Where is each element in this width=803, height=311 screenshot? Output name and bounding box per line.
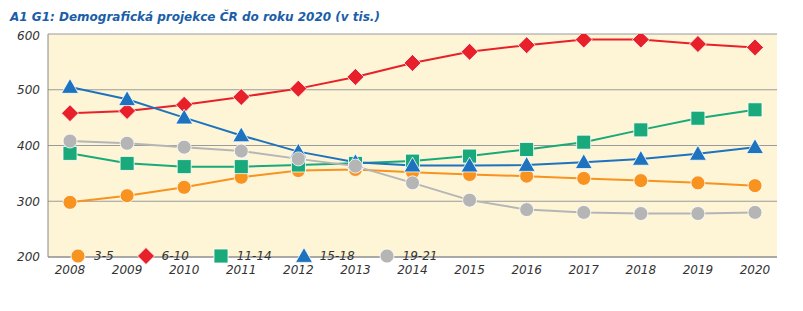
html-text:19-21: 19-21 xyxy=(402,249,438,263)
html-text:3-5: 3-5 xyxy=(94,249,114,263)
svg-text:600: 600 xyxy=(17,29,40,43)
svg-text:2014: 2014 xyxy=(397,263,428,277)
html-text:6-10: 6-10 xyxy=(161,249,189,263)
svg-text:2018: 2018 xyxy=(626,263,657,277)
svg-text:200: 200 xyxy=(17,250,40,264)
svg-text:2015: 2015 xyxy=(454,263,485,277)
html-text:15-18: 15-18 xyxy=(319,249,355,263)
svg-text:2008: 2008 xyxy=(55,263,86,277)
svg-text:500: 500 xyxy=(17,83,40,97)
svg-text:2010: 2010 xyxy=(169,263,200,277)
svg-text:2012: 2012 xyxy=(283,263,314,277)
svg-text:2019: 2019 xyxy=(683,263,714,277)
html-text:11-14: 11-14 xyxy=(236,249,272,263)
svg-text:2016: 2016 xyxy=(511,263,542,277)
svg-text:2009: 2009 xyxy=(112,263,143,277)
svg-text:400: 400 xyxy=(17,139,40,153)
svg-text:2017: 2017 xyxy=(568,263,599,277)
svg-text:2020: 2020 xyxy=(740,263,771,277)
html-text:A1 G1: Demografická projekce Č: A1 G1: Demografická projekce ČR do roku … xyxy=(10,10,380,24)
svg-text:300: 300 xyxy=(17,195,40,209)
svg-text:2011: 2011 xyxy=(226,263,257,277)
svg-text:2013: 2013 xyxy=(340,263,371,277)
